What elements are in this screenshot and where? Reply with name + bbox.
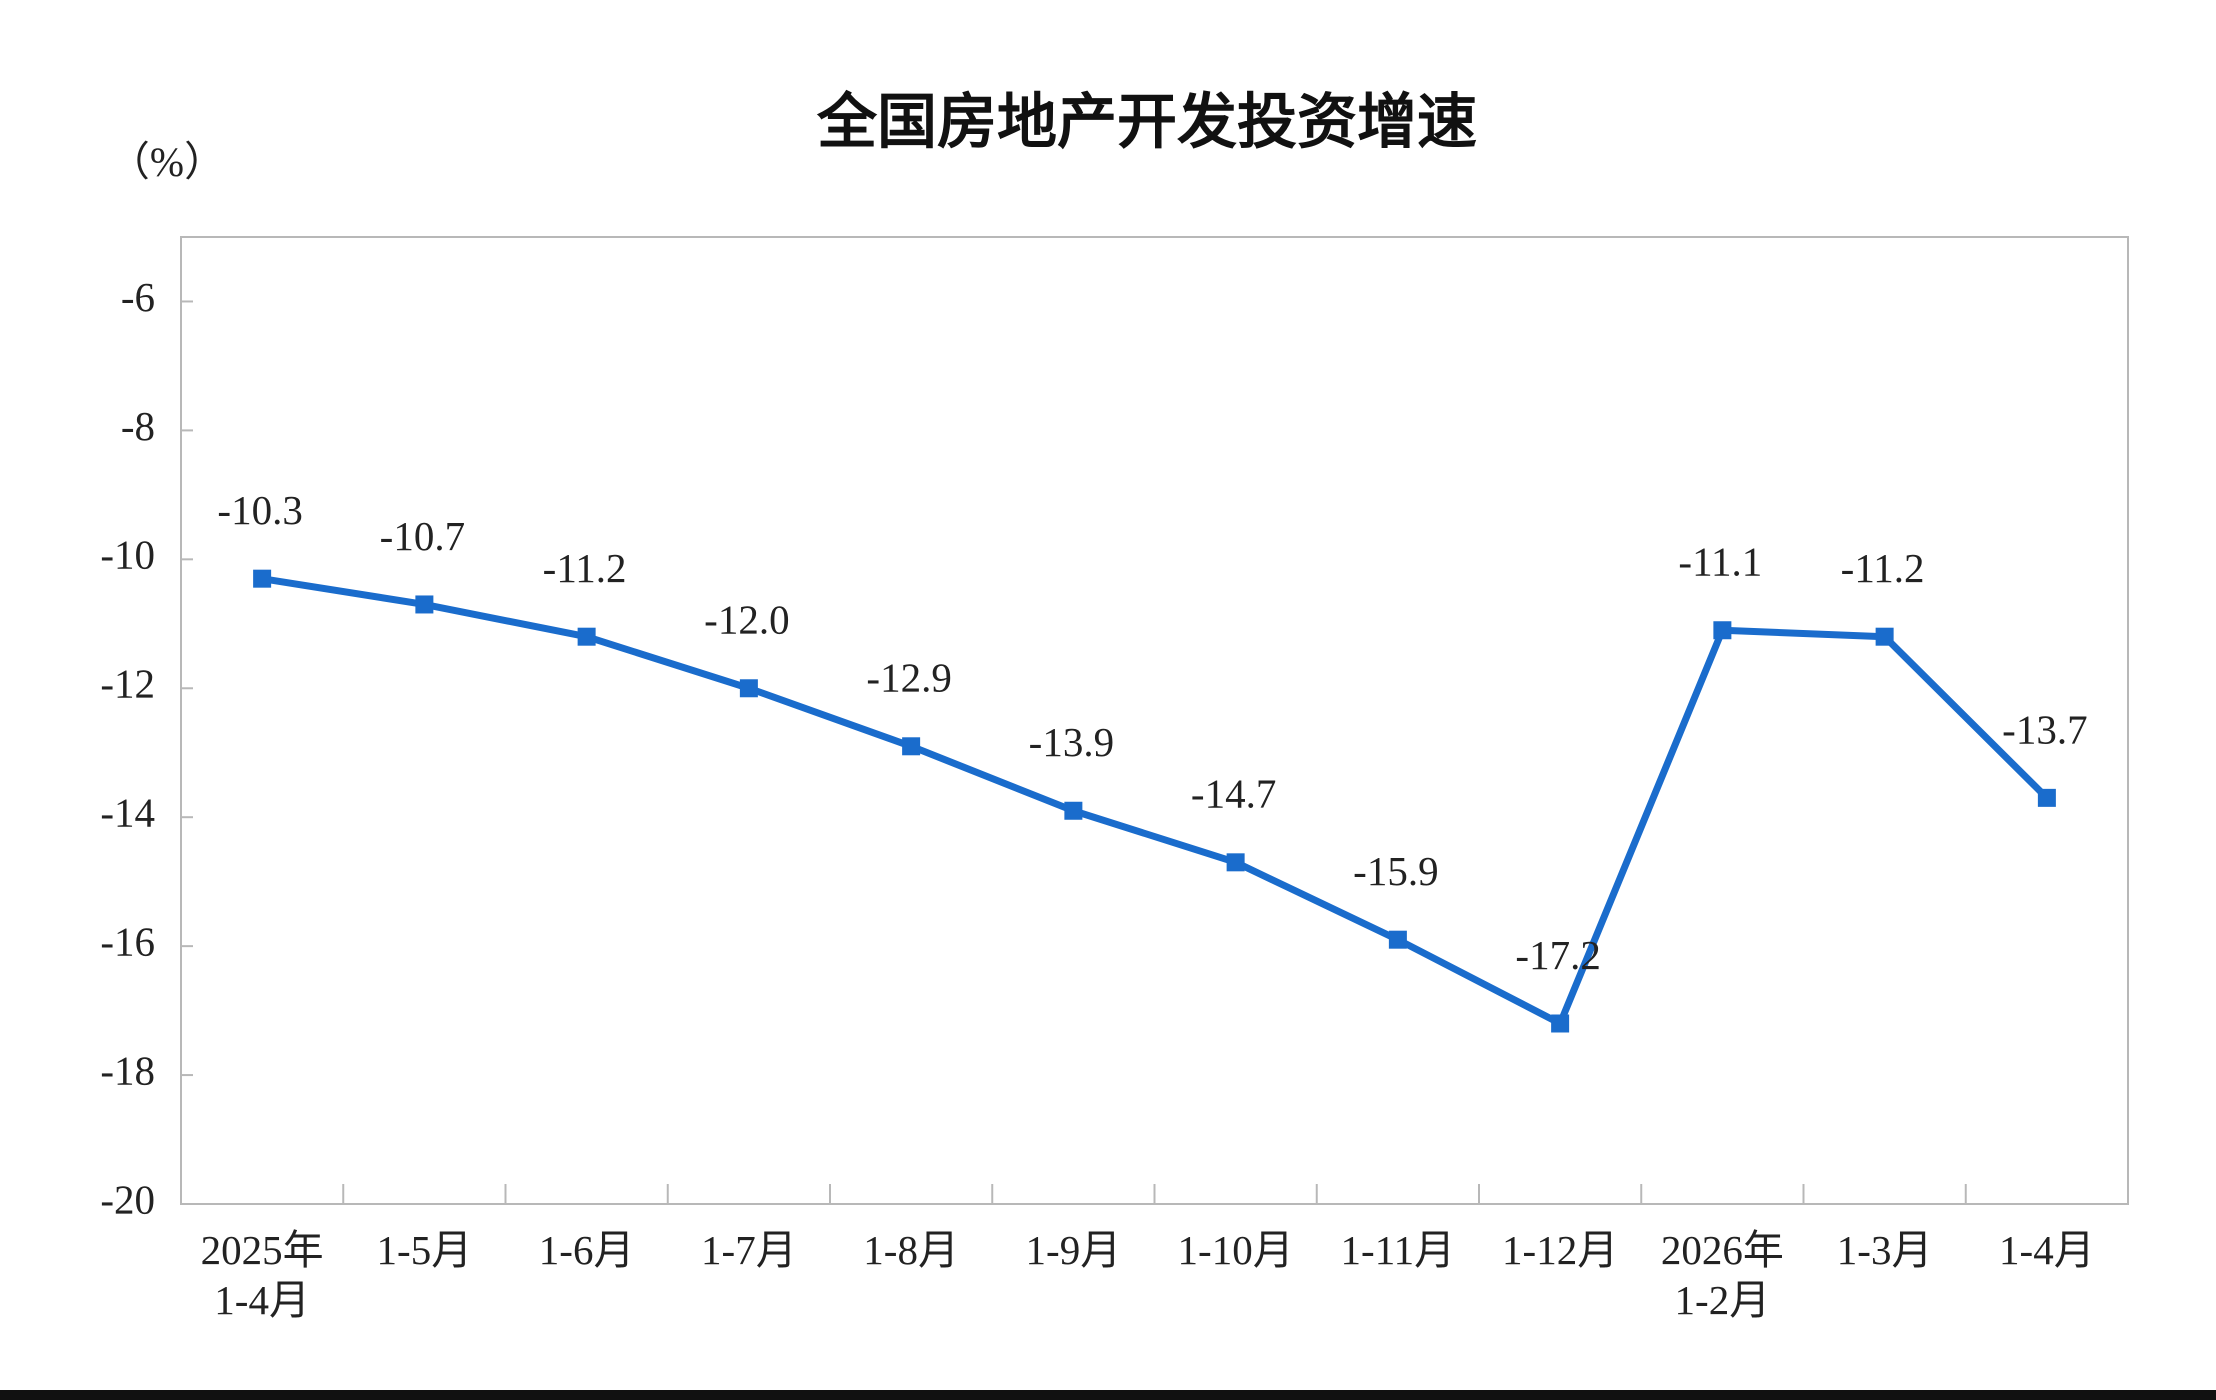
y-tick-label: -12 [100,661,155,707]
plot-frame [180,236,2129,1205]
point-marker [2037,788,2056,807]
bottom-bar [0,1390,2216,1400]
data-label: -11.2 [1841,545,1925,591]
x-tick-label: 1-7月 [701,1227,797,1273]
data-label: -14.7 [1191,771,1276,817]
y-tick-label: -10 [100,532,155,578]
point-marker [1064,801,1083,820]
y-axis-label: （%） [109,138,225,184]
point-marker [1551,1014,1570,1033]
data-label: -12.0 [704,597,789,643]
data-label: -11.1 [1678,539,1762,585]
x-tick-label: 1-6月 [539,1227,635,1273]
x-tick-label: 1-4月 [1999,1227,2095,1273]
x-tick-label: 1-10月 [1178,1227,1294,1273]
y-tick-label: -14 [100,790,155,836]
x-tick-label: 2026年 1-2月 [1661,1227,1784,1323]
point-marker [1875,627,1894,646]
data-label: -15.9 [1353,848,1438,894]
chart-title: 全国房地产开发投资增速 [816,88,1477,158]
y-tick-label: -20 [100,1176,155,1222]
point-marker [577,627,596,646]
x-tick-label: 1-5月 [377,1227,473,1273]
x-tick-label: 1-9月 [1026,1227,1122,1273]
x-tick-label: 1-11月 [1341,1227,1456,1273]
point-marker [1713,621,1732,640]
data-label: -10.3 [217,487,302,533]
point-marker [1388,930,1407,949]
data-label: -17.2 [1515,932,1600,978]
data-label: -11.2 [543,545,627,591]
point-marker [415,595,434,614]
x-tick-label: 1-8月 [863,1227,959,1273]
x-tick-label: 2025年 1-4月 [201,1227,324,1323]
y-tick-label: -18 [100,1047,155,1093]
data-label: -13.9 [1029,719,1114,765]
data-label: -13.7 [2002,706,2087,752]
x-tick-label: 1-12月 [1502,1227,1618,1273]
data-label: -12.9 [866,655,951,701]
point-marker [1226,853,1245,872]
y-tick-label: -8 [121,403,155,449]
point-marker [902,737,921,756]
point-marker [253,569,272,588]
data-label: -10.7 [380,513,465,559]
point-marker [739,679,758,698]
series-line [261,575,2050,1027]
x-tick-label: 1-3月 [1837,1227,1933,1273]
y-tick-label: -16 [100,919,155,965]
y-tick-label: -6 [121,274,155,320]
